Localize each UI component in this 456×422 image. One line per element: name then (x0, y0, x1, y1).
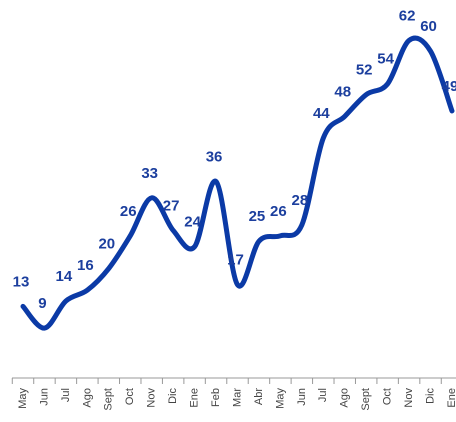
x-tick-label: Ago (81, 388, 93, 408)
x-tick-label: Nov (146, 388, 158, 408)
x-tick-label: Sept (360, 388, 372, 411)
data-label: 9 (38, 295, 46, 312)
data-label: 16 (77, 257, 94, 274)
data-label: 62 (399, 7, 416, 24)
x-tick-label: Feb (210, 388, 222, 407)
data-label: 26 (120, 203, 137, 220)
data-label: 44 (313, 105, 330, 122)
data-label: 27 (163, 197, 180, 214)
data-label: 20 (98, 235, 115, 252)
data-label: 49 (442, 78, 456, 95)
data-label: 14 (56, 268, 73, 285)
x-tick-label: May (274, 388, 286, 409)
x-tick-label: Ene (446, 388, 456, 408)
x-tick-label: Ene (189, 388, 201, 408)
data-label: 54 (377, 51, 394, 68)
x-tick-label: Jul (60, 388, 72, 402)
data-label: 17 (227, 252, 244, 269)
data-label: 24 (184, 214, 201, 231)
x-tick-label: Abr (253, 388, 265, 405)
x-tick-label: Oct (382, 388, 394, 405)
data-label: 52 (356, 62, 373, 79)
x-tick-label: Jun (38, 388, 50, 406)
x-tick-label: Ago (339, 388, 351, 408)
x-tick-label: Jun (296, 388, 308, 406)
x-tick-label: Jul (317, 388, 329, 402)
data-label: 25 (249, 208, 266, 225)
data-label: 33 (141, 165, 158, 182)
x-tick-label: Dic (167, 388, 179, 404)
data-label: 26 (270, 203, 287, 220)
data-label: 48 (334, 83, 351, 100)
data-label: 36 (206, 148, 223, 165)
data-label: 28 (292, 192, 309, 209)
line (20, 35, 455, 331)
x-tick-label: Sept (103, 388, 115, 411)
data-label: 13 (13, 273, 30, 290)
data-label: 60 (420, 18, 437, 35)
x-tick-label: Nov (403, 388, 415, 408)
x-tick-label: May (17, 388, 29, 409)
x-tick-label: Oct (124, 388, 136, 405)
x-tick-label: Mar (231, 388, 243, 407)
x-tick-label: Dic (424, 388, 436, 404)
